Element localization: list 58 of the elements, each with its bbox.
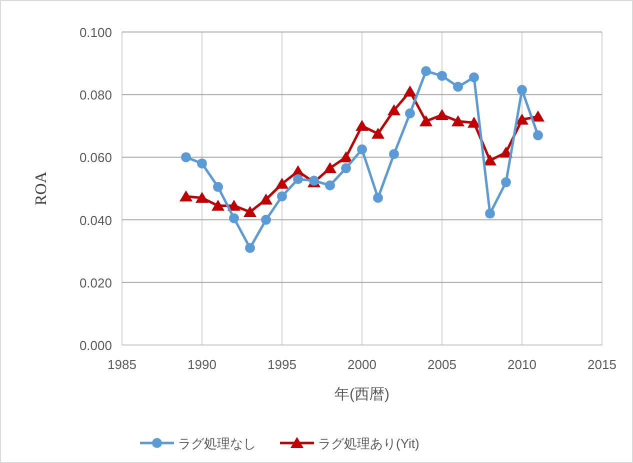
x-axis-title: 年(西暦) [334, 386, 390, 403]
point [357, 144, 367, 154]
point [453, 82, 463, 92]
point [196, 192, 208, 203]
legend-label: ラグ処理なし [178, 436, 256, 451]
point [229, 213, 239, 224]
x-tick-label: 2005 [428, 357, 456, 372]
point [452, 115, 464, 126]
point [325, 180, 335, 190]
point [180, 190, 192, 202]
point [260, 193, 272, 204]
point [485, 208, 495, 219]
point [436, 108, 448, 120]
point [356, 120, 368, 131]
point [181, 152, 191, 162]
point [437, 70, 447, 81]
point [197, 158, 207, 168]
point [324, 162, 336, 174]
point [212, 200, 224, 211]
x-tick-label: 2015 [588, 357, 616, 372]
point [516, 114, 528, 125]
point [244, 206, 256, 217]
point [421, 66, 431, 76]
y-tick-label: 0.000 [79, 338, 112, 353]
point [341, 163, 351, 174]
point [501, 177, 511, 188]
point [533, 130, 543, 140]
y-tick-label: 0.100 [79, 25, 112, 40]
point [340, 151, 352, 162]
x-tick-label: 2000 [348, 357, 376, 372]
point [404, 85, 416, 96]
point [213, 182, 223, 192]
point [388, 104, 400, 116]
y-tick-label: 0.080 [79, 88, 112, 103]
legend-label: ラグ処理あり(Yit) [318, 436, 420, 451]
point [532, 110, 544, 122]
point [293, 174, 303, 184]
point [261, 214, 271, 225]
point [469, 72, 479, 82]
x-tick-label: 1985 [108, 357, 136, 372]
y-axis-title: ROA [33, 171, 50, 206]
point [372, 128, 384, 139]
x-tick-label: 1995 [268, 357, 296, 372]
point [420, 115, 432, 126]
x-tick-label: 1990 [188, 357, 216, 372]
y-tick-label: 0.040 [79, 212, 112, 228]
point [517, 84, 527, 95]
point [373, 192, 383, 203]
y-tick-label: 0.060 [79, 150, 112, 166]
point [389, 149, 399, 160]
point [245, 242, 255, 253]
point [276, 178, 288, 189]
x-tick-label: 2010 [508, 357, 536, 372]
point [405, 108, 415, 118]
y-tick-label: 0.020 [79, 275, 112, 290]
point [484, 154, 496, 166]
point [468, 116, 480, 128]
point [277, 191, 287, 202]
